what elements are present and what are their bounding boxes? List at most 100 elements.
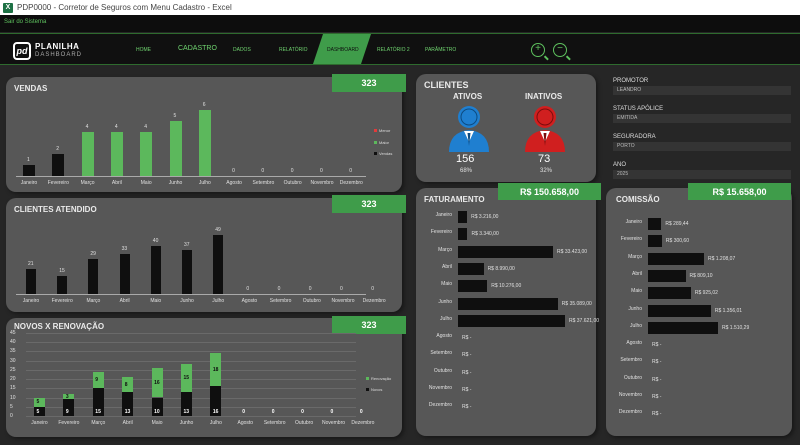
novos-renovacao-title: NOVOS X RENOVAÇÃO bbox=[14, 322, 105, 331]
novos-data-label: 0 bbox=[301, 409, 304, 415]
status-apolice-field[interactable]: EMITIDA bbox=[613, 114, 791, 123]
clientes-atendido-month-label: Dezembro bbox=[362, 298, 386, 304]
person-inactive-icon bbox=[525, 106, 565, 152]
inativos-count: 73 bbox=[538, 153, 551, 165]
faturamento-month-label: Janeiro bbox=[435, 212, 452, 218]
clientes-atendido-bar bbox=[88, 259, 99, 294]
clientes-atendido-data-label: 0 bbox=[308, 286, 312, 292]
nr-month-label: Novembro bbox=[321, 420, 346, 426]
nr-month-label: Fevereiro bbox=[58, 420, 80, 426]
clientes-atendido-data-label: 0 bbox=[371, 286, 374, 292]
renovacao-data-label: 18 bbox=[212, 366, 219, 373]
vendas-month-label: Janeiro bbox=[20, 180, 38, 186]
vendas-data-label: 0 bbox=[349, 168, 353, 174]
clientes-atendido-data-label: 0 bbox=[246, 286, 250, 292]
novos-bar bbox=[63, 399, 75, 416]
novos-renovacao-panel bbox=[6, 318, 402, 437]
vendas-data-label: 6 bbox=[202, 102, 206, 108]
nav-home[interactable]: HOME bbox=[136, 47, 151, 53]
renovacao-bar bbox=[34, 397, 45, 407]
renovacao-bar bbox=[181, 364, 192, 392]
novos-bar bbox=[34, 406, 45, 416]
comissao-data-label: R$ - bbox=[652, 411, 662, 418]
faturamento-data-label: R$ - bbox=[462, 335, 472, 342]
nav-cadastro[interactable]: CADASTRO bbox=[178, 45, 217, 52]
person-active-icon bbox=[449, 106, 489, 152]
comissao-data-label: R$ - bbox=[652, 376, 662, 383]
comissao-bar bbox=[648, 252, 704, 265]
vendas-legend-menor: Menor bbox=[374, 128, 390, 133]
renovacao-data-label: 15 bbox=[183, 375, 190, 382]
nav-relatorio-2[interactable]: RELATÓRIO 2 bbox=[377, 47, 410, 53]
clientes-atendido-month-label: Março bbox=[86, 298, 101, 304]
window-titlebar: X PDP0000 - Corretor de Seguros com Menu… bbox=[0, 0, 800, 15]
comissao-month-label: Novembro bbox=[618, 392, 642, 398]
faturamento-data-label: R$ 8.990,00 bbox=[487, 265, 515, 272]
nav-dashboard[interactable]: DASHBOARD bbox=[313, 34, 371, 64]
faturamento-bar bbox=[458, 297, 558, 310]
vendas-month-label: Junho bbox=[168, 180, 183, 186]
ativos-label: ATIVOS bbox=[453, 92, 483, 101]
zoom-out-icon[interactable]: − bbox=[553, 43, 567, 57]
vendas-month-label: Maio bbox=[140, 180, 152, 186]
comissao-title: COMISSÃO bbox=[616, 195, 660, 204]
faturamento-bar bbox=[458, 280, 488, 293]
clientes-atendido-bar bbox=[213, 235, 224, 294]
clientes-atendido-month-label: Junho bbox=[180, 298, 194, 304]
vendas-data-label: 0 bbox=[232, 168, 235, 174]
vendas-data-label: 2 bbox=[56, 146, 60, 152]
comissao-bar bbox=[648, 235, 662, 248]
vendas-data-label: 0 bbox=[290, 168, 294, 174]
nav-dashboard-label: DASHBOARD bbox=[327, 47, 359, 53]
comissao-data-label: R$ 1.510,29 bbox=[722, 324, 750, 331]
nav-dados[interactable]: DADOS bbox=[233, 47, 251, 53]
renovacao-data-label: 9 bbox=[95, 376, 99, 383]
exit-system-link[interactable]: Sair do Sistema bbox=[4, 19, 47, 25]
vendas-bar bbox=[169, 121, 182, 176]
vendas-data-label: 1 bbox=[27, 157, 30, 163]
vendas-total-badge: 323 bbox=[332, 74, 406, 92]
nav-relatorio[interactable]: RELATÓRIO bbox=[279, 47, 308, 53]
nr-y-tick: 30 bbox=[10, 357, 16, 364]
novos-data-label: 13 bbox=[183, 409, 190, 415]
vendas-data-label: 0 bbox=[261, 168, 265, 174]
nr-y-tick: 5 bbox=[10, 403, 13, 410]
vendas-bar bbox=[23, 165, 35, 176]
clientes-atendido-data-label: 15 bbox=[59, 268, 65, 274]
clientes-atendido-bar bbox=[57, 276, 68, 294]
vendas-month-label: Novembro bbox=[310, 180, 334, 186]
comissao-bar bbox=[648, 218, 662, 230]
seguradora-field[interactable]: PORTO bbox=[613, 142, 791, 151]
novos-bar bbox=[210, 386, 222, 416]
novos-data-label: 0 bbox=[330, 409, 334, 415]
nr-month-label: Setembro bbox=[263, 420, 286, 426]
vendas-bar bbox=[81, 132, 94, 176]
clientes-atendido-axis bbox=[16, 294, 366, 295]
clientes-atendido-panel bbox=[6, 198, 402, 312]
nr-y-tick: 0 bbox=[10, 413, 13, 419]
novos-data-label: 0 bbox=[242, 409, 246, 415]
faturamento-month-label: Maio bbox=[441, 281, 452, 288]
zoom-in-icon[interactable]: + bbox=[531, 43, 545, 57]
renovacao-data-label: 16 bbox=[154, 379, 160, 386]
faturamento-data-label: R$ 37.621,00 bbox=[569, 317, 600, 324]
inativos-percent: 32% bbox=[540, 168, 553, 174]
novos-bar bbox=[181, 391, 192, 416]
comissao-data-label: R$ 1.208,07 bbox=[707, 255, 736, 262]
novos-data-label: 10 bbox=[154, 409, 160, 415]
novos-data-label: 0 bbox=[359, 409, 363, 415]
faturamento-bar bbox=[458, 314, 565, 327]
faturamento-data-label: R$ 3.216,00 bbox=[471, 214, 499, 220]
promotor-field[interactable]: LEANDRO bbox=[613, 86, 791, 95]
nav-parametro[interactable]: PARÂMETRO bbox=[425, 47, 457, 53]
ano-field[interactable]: 2025 bbox=[613, 170, 791, 179]
vendas-title: VENDAS bbox=[14, 84, 48, 93]
inativos-label: INATIVOS bbox=[525, 92, 563, 101]
logo-name: PLANILHA bbox=[35, 42, 80, 51]
nr-month-label: Abril bbox=[122, 420, 133, 426]
renovacao-bar bbox=[122, 377, 134, 392]
logo-subtitle: DASHBOARD bbox=[35, 52, 83, 58]
vendas-month-label: Setembro bbox=[252, 180, 275, 186]
renovacao-bar bbox=[151, 367, 163, 398]
nr-month-label: Junho bbox=[179, 420, 194, 426]
